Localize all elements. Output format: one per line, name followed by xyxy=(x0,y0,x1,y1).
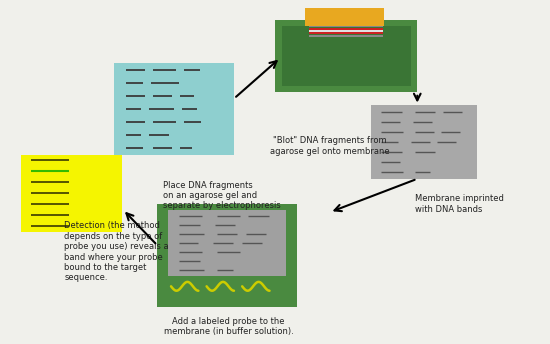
Bar xyxy=(275,20,417,92)
Text: Membrane imprinted
with DNA bands: Membrane imprinted with DNA bands xyxy=(415,194,503,214)
Bar xyxy=(20,155,122,232)
Bar xyxy=(113,63,234,155)
Bar xyxy=(309,32,383,34)
Text: Detection (the method
depends on the type of
probe you use) reveals a
band where: Detection (the method depends on the typ… xyxy=(64,222,169,282)
Bar xyxy=(282,26,411,86)
Bar xyxy=(157,204,297,307)
Bar xyxy=(371,106,477,179)
Bar xyxy=(309,25,383,27)
Bar xyxy=(309,28,383,30)
Bar xyxy=(168,209,286,276)
Text: "Blot" DNA fragments from
agarose gel onto membrane: "Blot" DNA fragments from agarose gel on… xyxy=(270,136,389,155)
Bar xyxy=(309,30,383,32)
Bar xyxy=(309,34,383,36)
Text: Add a labeled probe to the
membrane (in buffer solution).: Add a labeled probe to the membrane (in … xyxy=(163,317,293,336)
Bar xyxy=(305,8,384,26)
Text: Place DNA fragments
on an agarose gel and
separate by electrophoresis: Place DNA fragments on an agarose gel an… xyxy=(163,181,280,210)
